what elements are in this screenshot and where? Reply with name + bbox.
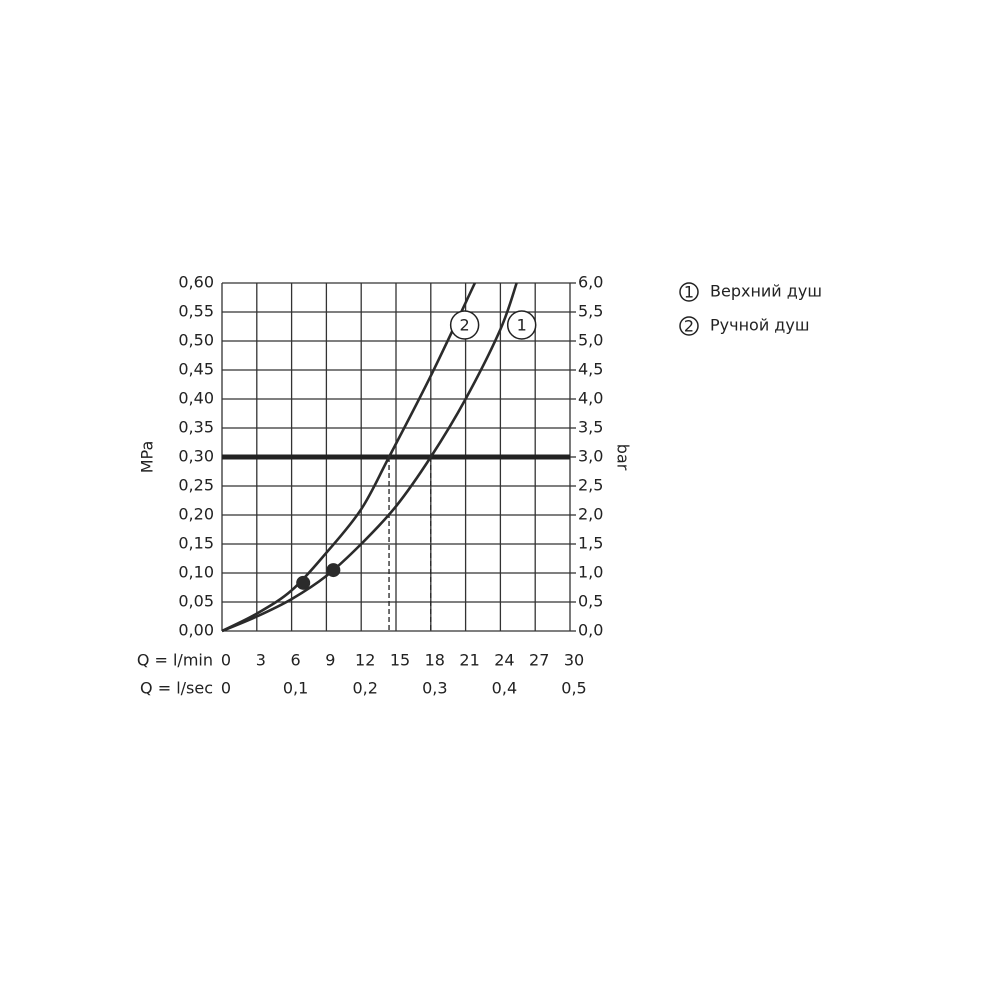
y2-tick-label: 0,5 bbox=[578, 592, 603, 611]
y2-axis-label: bar bbox=[614, 444, 633, 471]
series-line bbox=[221, 282, 477, 633]
y-tick-label: 0,05 bbox=[178, 592, 214, 611]
x-tick-label: 6 bbox=[291, 651, 301, 670]
curve-label-circle bbox=[449, 310, 480, 340]
series-line bbox=[221, 282, 518, 633]
legend-symbol-circle bbox=[679, 316, 699, 336]
x-tick-label: 18 bbox=[425, 651, 445, 670]
legend-symbol: 1 bbox=[684, 283, 694, 302]
legend-symbol-circle bbox=[679, 282, 699, 302]
y-tick-label: 0,35 bbox=[178, 418, 214, 437]
y2-tick-label: 4,5 bbox=[578, 360, 603, 379]
x-tick-label: 15 bbox=[390, 651, 410, 670]
y-tick-label: 0,25 bbox=[178, 476, 214, 495]
y2-tick-label: 0,0 bbox=[578, 621, 603, 640]
y-tick-label: 0,50 bbox=[178, 331, 214, 350]
y2-tick-label: 6,0 bbox=[578, 273, 603, 292]
curve-label: 1 bbox=[517, 316, 527, 335]
point bbox=[326, 563, 341, 578]
y2-tick-label: 3,0 bbox=[578, 447, 603, 466]
x-tick-label: 24 bbox=[494, 651, 514, 670]
y2-tick-label: 4,0 bbox=[578, 389, 603, 408]
x2-tick-label: 0,5 bbox=[561, 679, 586, 698]
y2-tick-label: 3,5 bbox=[578, 418, 603, 437]
x-tick-label: 21 bbox=[459, 651, 479, 670]
y-tick-label: 0,40 bbox=[178, 389, 214, 408]
x-axis-label: Q = l/min bbox=[137, 651, 213, 670]
y-tick-label: 0,15 bbox=[178, 534, 214, 553]
y-tick-label: 0,20 bbox=[178, 505, 214, 524]
y2-tick-label: 5,0 bbox=[578, 331, 603, 350]
x2-tick-label: 0,3 bbox=[422, 679, 447, 698]
x-tick-label: 0 bbox=[221, 651, 231, 670]
y-tick-label: 0,45 bbox=[178, 360, 214, 379]
x-tick-label: 9 bbox=[325, 651, 335, 670]
y2-tick-label: 2,0 bbox=[578, 505, 603, 524]
y-tick-label: 0,60 bbox=[178, 273, 214, 292]
legend-label: Верхний душ bbox=[710, 282, 822, 301]
y2-tick-label: 2,5 bbox=[578, 476, 603, 495]
y2-tick-label: 5,5 bbox=[578, 302, 603, 321]
y-tick-label: 0,00 bbox=[178, 621, 214, 640]
curve-label-circle bbox=[506, 310, 537, 340]
curve-label: 2 bbox=[460, 316, 470, 335]
x2-tick-label: 0,4 bbox=[492, 679, 517, 698]
legend-label: Ручной душ bbox=[710, 316, 809, 335]
x-tick-label: 12 bbox=[355, 651, 375, 670]
y-tick-label: 0,30 bbox=[178, 447, 214, 466]
y-tick-label: 0,10 bbox=[178, 563, 214, 582]
y-tick-label: 0,55 bbox=[178, 302, 214, 321]
x-tick-label: 30 bbox=[564, 651, 584, 670]
y-axis-label: MPa bbox=[138, 441, 157, 474]
legend-symbol: 2 bbox=[684, 317, 694, 336]
x-tick-label: 27 bbox=[529, 651, 549, 670]
point bbox=[296, 575, 311, 590]
x2-tick-label: 0,2 bbox=[352, 679, 377, 698]
x-tick-label: 3 bbox=[256, 651, 266, 670]
y2-tick-label: 1,0 bbox=[578, 563, 603, 582]
y2-tick-label: 1,5 bbox=[578, 534, 603, 553]
x2-tick-label: 0 bbox=[221, 679, 231, 698]
x2-tick-label: 0,1 bbox=[283, 679, 308, 698]
x2-axis-label: Q = l/sec bbox=[140, 679, 213, 698]
